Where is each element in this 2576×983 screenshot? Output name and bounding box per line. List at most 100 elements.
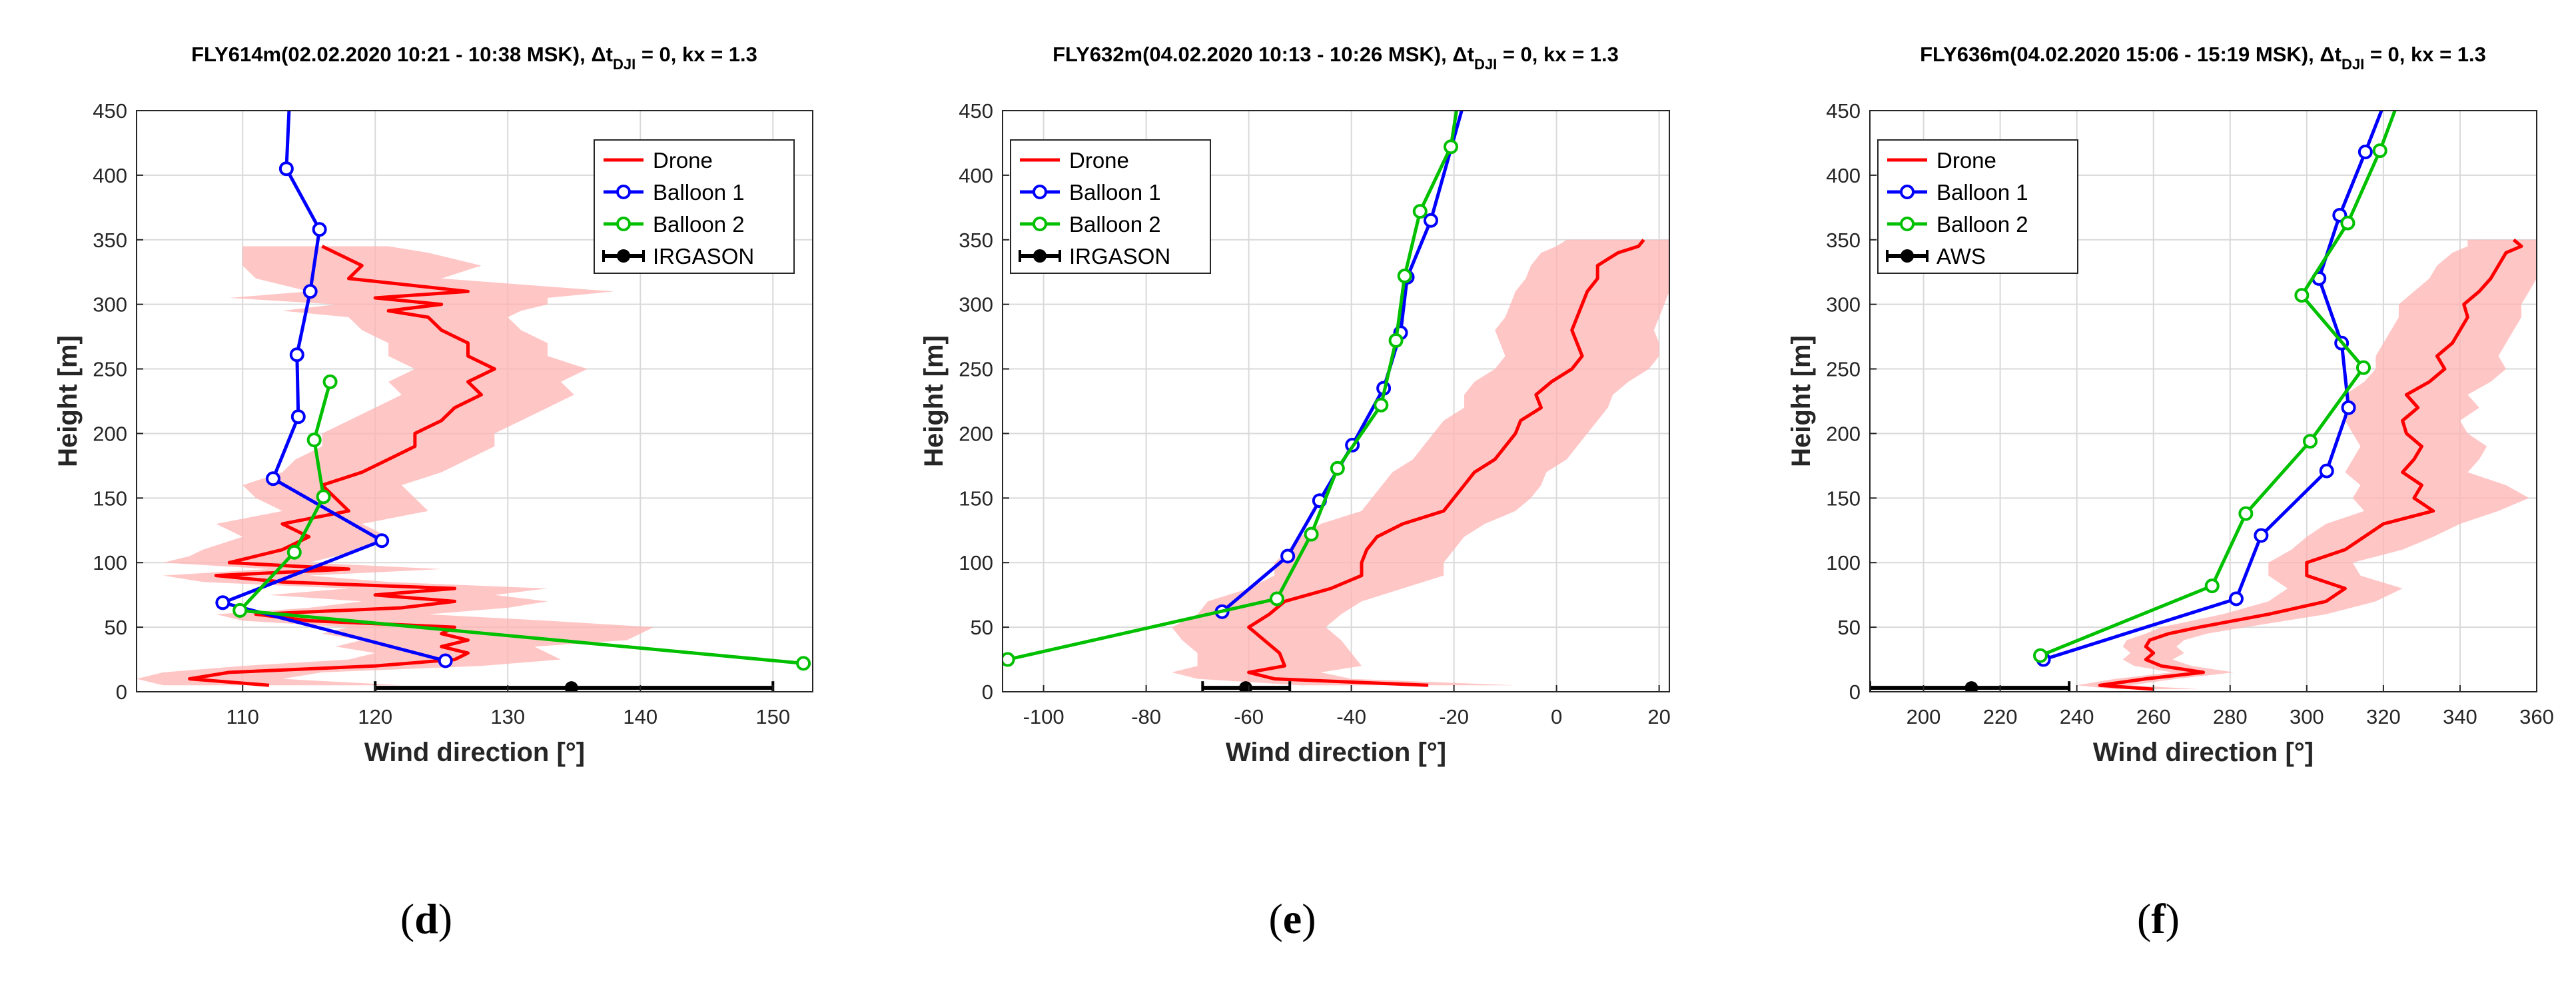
balloon2-marker: [2238, 506, 2254, 521]
legend-balloon1-label: Balloon 1: [653, 180, 745, 205]
panel-label-letter: f: [2151, 895, 2166, 942]
y-tick-label: 100: [959, 551, 993, 574]
x-tick-label: 360: [2519, 705, 2554, 728]
balloon2-marker: [2340, 215, 2356, 231]
x-tick-label: 320: [2366, 705, 2401, 728]
axes-box: [1002, 110, 1670, 692]
y-tick-label: 50: [105, 616, 127, 639]
panel-label-open: (: [400, 895, 414, 942]
x-tick-label: -60: [1234, 705, 1264, 728]
legend-drone-label: Drone: [1936, 148, 1996, 173]
legend: Drone Balloon 1 Balloon 2 AWS: [1877, 139, 2078, 274]
panel-label: (d): [400, 895, 452, 942]
x-tick-label: 280: [2213, 705, 2248, 728]
balloon2-marker: [2204, 578, 2220, 594]
legend-balloon1-marker: [616, 185, 631, 199]
axes-box: [1869, 110, 2537, 692]
balloon2-marker: [1269, 591, 1284, 606]
balloon2-line: [1007, 111, 1458, 662]
balloon2-marker: [286, 544, 302, 560]
plot-content: [1003, 111, 1669, 692]
plot-content: [1870, 111, 2537, 692]
y-tick-label: 150: [959, 487, 993, 510]
balloon2-marker: [232, 602, 248, 618]
y-axis-label: Height [m]: [919, 335, 949, 467]
drone-uncertainty-band: [137, 246, 654, 686]
balloon1-marker: [215, 595, 230, 610]
x-axis-label: Wind direction [°]: [364, 738, 585, 767]
panel-label: (e): [1268, 895, 1316, 942]
x-axis-label: Wind direction [°]: [2093, 738, 2314, 767]
sensor-marker: [1964, 681, 1978, 692]
panel-label-letter: d: [414, 895, 438, 942]
y-tick-label: 400: [93, 164, 127, 187]
chart-title-tail: = 0, kx = 1.3: [636, 43, 757, 66]
panel-label-open: (: [2137, 895, 2151, 942]
x-tick-label: -100: [1023, 705, 1065, 728]
x-tick-label: 340: [2443, 705, 2477, 728]
balloon1-marker: [2319, 463, 2334, 479]
balloon2-marker: [2303, 434, 2318, 449]
legend: Drone Balloon 1 Balloon 2 IRGASON: [594, 139, 795, 274]
balloon2-marker: [2356, 360, 2371, 375]
legend-drone-label: Drone: [1069, 148, 1129, 173]
balloon1-marker: [302, 284, 318, 299]
balloon2-marker: [1374, 397, 1389, 413]
balloon1-marker: [289, 347, 304, 363]
balloon1-marker: [290, 409, 306, 425]
legend-balloon2-marker: [1033, 217, 1047, 231]
y-tick-label: 200: [93, 422, 127, 445]
panel-label-letter: e: [1283, 895, 1302, 942]
drone-uncertainty-band: [1172, 239, 1669, 686]
chart-title: FLY636m(04.02.2020 15:06 - 15:19 MSK), Δ…: [1920, 43, 2486, 73]
legend-sensor-label: AWS: [1936, 244, 1986, 269]
panel-d: 110 120 130 140 150 0 50 100 150 200 250 300 350 400 4…: [53, 43, 813, 942]
chart-title-main: FLY636m(04.02.2020 15:06 - 15:19 MSK), Δ…: [1920, 43, 2342, 66]
y-tick-label: 0: [982, 680, 993, 704]
panel-label-close: ): [2166, 895, 2180, 942]
balloon1-marker: [2341, 400, 2356, 415]
y-axis-label: Height [m]: [53, 335, 83, 467]
y-tick-label: 150: [93, 487, 127, 510]
x-tick-label: -20: [1439, 705, 1469, 728]
legend: Drone Balloon 1 Balloon 2 IRGASON: [1010, 139, 1211, 274]
plot-content: [137, 111, 811, 692]
x-tick-label: 200: [1907, 705, 1941, 728]
balloon1-line: [2042, 111, 2383, 661]
balloon2-marker: [306, 433, 322, 448]
sensor-marker: [564, 681, 578, 692]
balloon2-marker: [1397, 269, 1412, 284]
panel-e: -100 -80 -60 -40 -20 0 20050100150200250300350…: [919, 43, 1671, 942]
chart-title-subscript: DJI: [1474, 56, 1497, 73]
legend-balloon2-marker: [1900, 217, 1915, 231]
balloon1-marker: [2358, 145, 2373, 160]
y-tick-label: 50: [971, 616, 993, 639]
balloon2-marker: [2294, 288, 2310, 303]
legend-balloon2-label: Balloon 2: [1069, 212, 1161, 237]
y-tick-label: 450: [93, 99, 127, 123]
y-tick-label: 450: [1826, 99, 1861, 123]
axes-box: [136, 110, 813, 692]
balloon2-marker: [2033, 648, 2048, 663]
y-tick-label: 400: [959, 164, 993, 187]
y-tick-label: 250: [1826, 358, 1861, 381]
balloon2-marker: [796, 656, 811, 671]
y-tick-label: 250: [93, 358, 127, 381]
balloon1-marker: [374, 533, 390, 548]
x-tick-label: 20: [1647, 705, 1670, 728]
y-tick-label: 350: [1826, 229, 1861, 252]
balloon1-marker: [265, 471, 280, 487]
x-tick-label: 220: [1983, 705, 2018, 728]
y-tick-label: 350: [93, 229, 127, 252]
y-tick-label: 400: [1826, 164, 1861, 187]
x-tick-label: 130: [490, 705, 525, 728]
legend-sensor-label: IRGASON: [1069, 244, 1170, 269]
balloon1-marker: [312, 222, 327, 237]
legend-balloon2-marker: [616, 217, 631, 231]
balloon1-marker: [1423, 213, 1438, 228]
chart-title: FLY632m(04.02.2020 10:13 - 10:26 MSK), Δ…: [1053, 43, 1619, 73]
balloon2-marker: [1304, 526, 1319, 542]
balloon1-marker: [1280, 548, 1296, 564]
x-tick-label: 150: [755, 705, 790, 728]
legend-balloon1-label: Balloon 1: [1069, 180, 1161, 205]
